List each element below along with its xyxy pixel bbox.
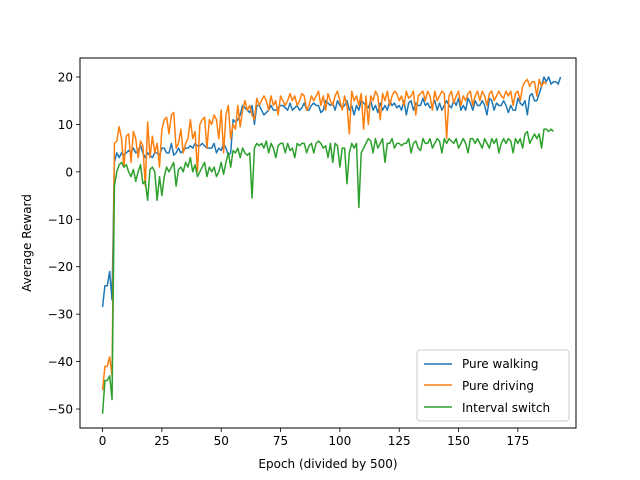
y-axis-label: Average Reward [20, 194, 34, 292]
legend-label-pure-driving: Pure driving [462, 379, 534, 393]
legend-box [416, 349, 570, 422]
x-tick-label: 0 [99, 434, 107, 448]
y-tick-label: 20 [58, 70, 73, 84]
x-tick-label: 75 [273, 434, 288, 448]
y-tick-label: −10 [48, 213, 73, 227]
x-tick-label: 100 [328, 434, 351, 448]
x-tick-label: 125 [388, 434, 411, 448]
plot-frame [79, 57, 577, 429]
x-tick-label: 25 [154, 434, 169, 448]
legend-label-pure-walking: Pure walking [462, 357, 539, 371]
y-tick-label: 0 [65, 165, 73, 179]
y-tick-label: −50 [48, 403, 73, 417]
x-tick-label: 175 [506, 434, 529, 448]
y-tick-label: −40 [48, 355, 73, 369]
series-line-pure-driving [101, 78, 547, 391]
series-layer [101, 76, 562, 414]
y-tick-label: −20 [48, 260, 73, 274]
legend-label-interval-switch: Interval switch [462, 401, 550, 415]
x-axis-label: Epoch (divided by 500) [258, 457, 397, 471]
legend: Pure walking Pure driving Interval switc… [416, 349, 570, 422]
tick-layer: 0 25 50 75 100 125 150 175 −50 −40 −30 −20 −10 0 10 20 [48, 70, 530, 448]
series-line-interval-switch [101, 128, 554, 414]
y-tick-label: 10 [58, 118, 73, 132]
y-tick-label: −30 [48, 308, 73, 322]
x-tick-label: 150 [447, 434, 470, 448]
x-tick-label: 50 [214, 434, 229, 448]
